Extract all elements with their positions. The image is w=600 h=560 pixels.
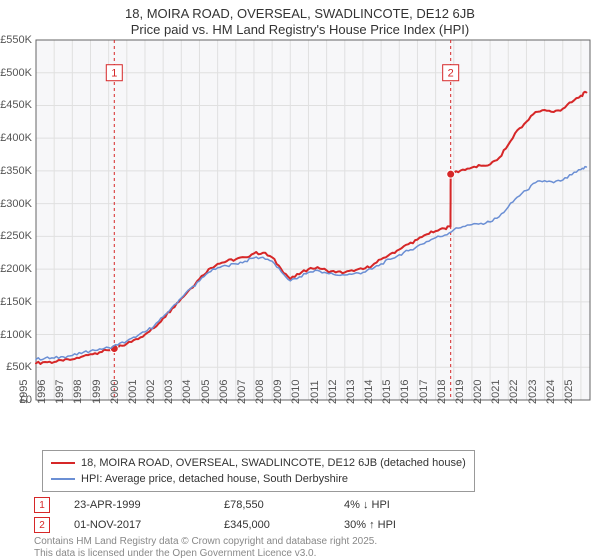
marker-price-2: £345,000 bbox=[224, 519, 344, 531]
x-tick-label: 2011 bbox=[309, 380, 321, 404]
x-tick-label: 2016 bbox=[399, 380, 411, 404]
x-tick-label: 2024 bbox=[545, 380, 557, 404]
x-tick-label: 2003 bbox=[163, 380, 175, 404]
legend: 18, MOIRA ROAD, OVERSEAL, SWADLINCOTE, D… bbox=[42, 450, 475, 492]
x-tick-label: 2019 bbox=[454, 380, 466, 404]
x-tick-label: 2001 bbox=[127, 380, 139, 404]
legend-swatch-hpi bbox=[51, 478, 75, 480]
x-tick-label: 2000 bbox=[109, 380, 121, 404]
chart-title-line2: Price paid vs. HM Land Registry's House … bbox=[0, 22, 600, 37]
x-tick-label: 1998 bbox=[72, 380, 84, 404]
chart-title-line1: 18, MOIRA ROAD, OVERSEAL, SWADLINCOTE, D… bbox=[0, 6, 600, 21]
x-tick-label: 2020 bbox=[472, 380, 484, 404]
x-tick-label: 2014 bbox=[363, 380, 375, 404]
y-tick-label: £100K bbox=[0, 329, 32, 341]
y-tick-label: £400K bbox=[0, 132, 32, 144]
x-tick-label: 2012 bbox=[327, 380, 339, 404]
marker-date-1: 23-APR-1999 bbox=[74, 499, 224, 511]
footer-line1: Contains HM Land Registry data © Crown c… bbox=[34, 536, 377, 547]
x-tick-label: 2009 bbox=[272, 380, 284, 404]
chart-root: 18, MOIRA ROAD, OVERSEAL, SWADLINCOTE, D… bbox=[0, 0, 600, 560]
y-tick-label: £50K bbox=[6, 361, 32, 373]
x-tick-label: 2002 bbox=[145, 380, 157, 404]
x-tick-label: 2013 bbox=[345, 380, 357, 404]
x-tick-label: 2006 bbox=[218, 380, 230, 404]
y-tick-label: £150K bbox=[0, 296, 32, 308]
y-tick-label: £200K bbox=[0, 263, 32, 275]
x-tick-label: 2018 bbox=[436, 380, 448, 404]
x-tick-label: 1999 bbox=[91, 380, 103, 404]
svg-text:2: 2 bbox=[448, 68, 454, 80]
x-tick-label: 2015 bbox=[381, 380, 393, 404]
legend-swatch-price-paid bbox=[51, 462, 75, 465]
x-tick-label: 1995 bbox=[18, 380, 30, 404]
marker-note-1: 1 23-APR-1999 £78,550 4% ↓ HPI bbox=[34, 496, 474, 514]
x-tick-label: 1996 bbox=[36, 380, 48, 404]
x-tick-label: 2004 bbox=[181, 380, 193, 404]
marker-date-2: 01-NOV-2017 bbox=[74, 519, 224, 531]
x-tick-label: 2021 bbox=[490, 380, 502, 404]
x-tick-label: 1997 bbox=[54, 380, 66, 404]
x-tick-label: 2010 bbox=[290, 380, 302, 404]
marker-badge-2: 2 bbox=[34, 517, 50, 533]
footer-line2: This data is licensed under the Open Gov… bbox=[34, 548, 316, 559]
legend-row-price-paid: 18, MOIRA ROAD, OVERSEAL, SWADLINCOTE, D… bbox=[51, 455, 466, 471]
x-tick-label: 2023 bbox=[527, 380, 539, 404]
y-tick-label: £300K bbox=[0, 198, 32, 210]
x-tick-label: 2007 bbox=[236, 380, 248, 404]
marker-note-2: 2 01-NOV-2017 £345,000 30% ↑ HPI bbox=[34, 516, 474, 534]
y-tick-label: £500K bbox=[0, 67, 32, 79]
marker-price-1: £78,550 bbox=[224, 499, 344, 511]
marker-badge-1: 1 bbox=[34, 497, 50, 513]
svg-text:1: 1 bbox=[111, 68, 117, 80]
legend-label-hpi: HPI: Average price, detached house, Sout… bbox=[81, 473, 348, 485]
marker-delta-1: 4% ↓ HPI bbox=[344, 499, 474, 511]
plot-svg: 12 bbox=[36, 40, 590, 400]
x-tick-label: 2017 bbox=[418, 380, 430, 404]
plot-area: 12 £0£50K£100K£150K£200K£250K£300K£350K£… bbox=[36, 40, 590, 400]
y-tick-label: £450K bbox=[0, 99, 32, 111]
x-tick-label: 2025 bbox=[563, 380, 575, 404]
y-tick-label: £250K bbox=[0, 230, 32, 242]
legend-row-hpi: HPI: Average price, detached house, Sout… bbox=[51, 471, 466, 487]
x-tick-label: 2022 bbox=[508, 380, 520, 404]
legend-label-price-paid: 18, MOIRA ROAD, OVERSEAL, SWADLINCOTE, D… bbox=[81, 457, 466, 469]
marker-delta-2: 30% ↑ HPI bbox=[344, 519, 474, 531]
y-tick-label: £550K bbox=[0, 34, 32, 46]
y-tick-label: £350K bbox=[0, 165, 32, 177]
x-tick-label: 2005 bbox=[200, 380, 212, 404]
x-tick-label: 2008 bbox=[254, 380, 266, 404]
